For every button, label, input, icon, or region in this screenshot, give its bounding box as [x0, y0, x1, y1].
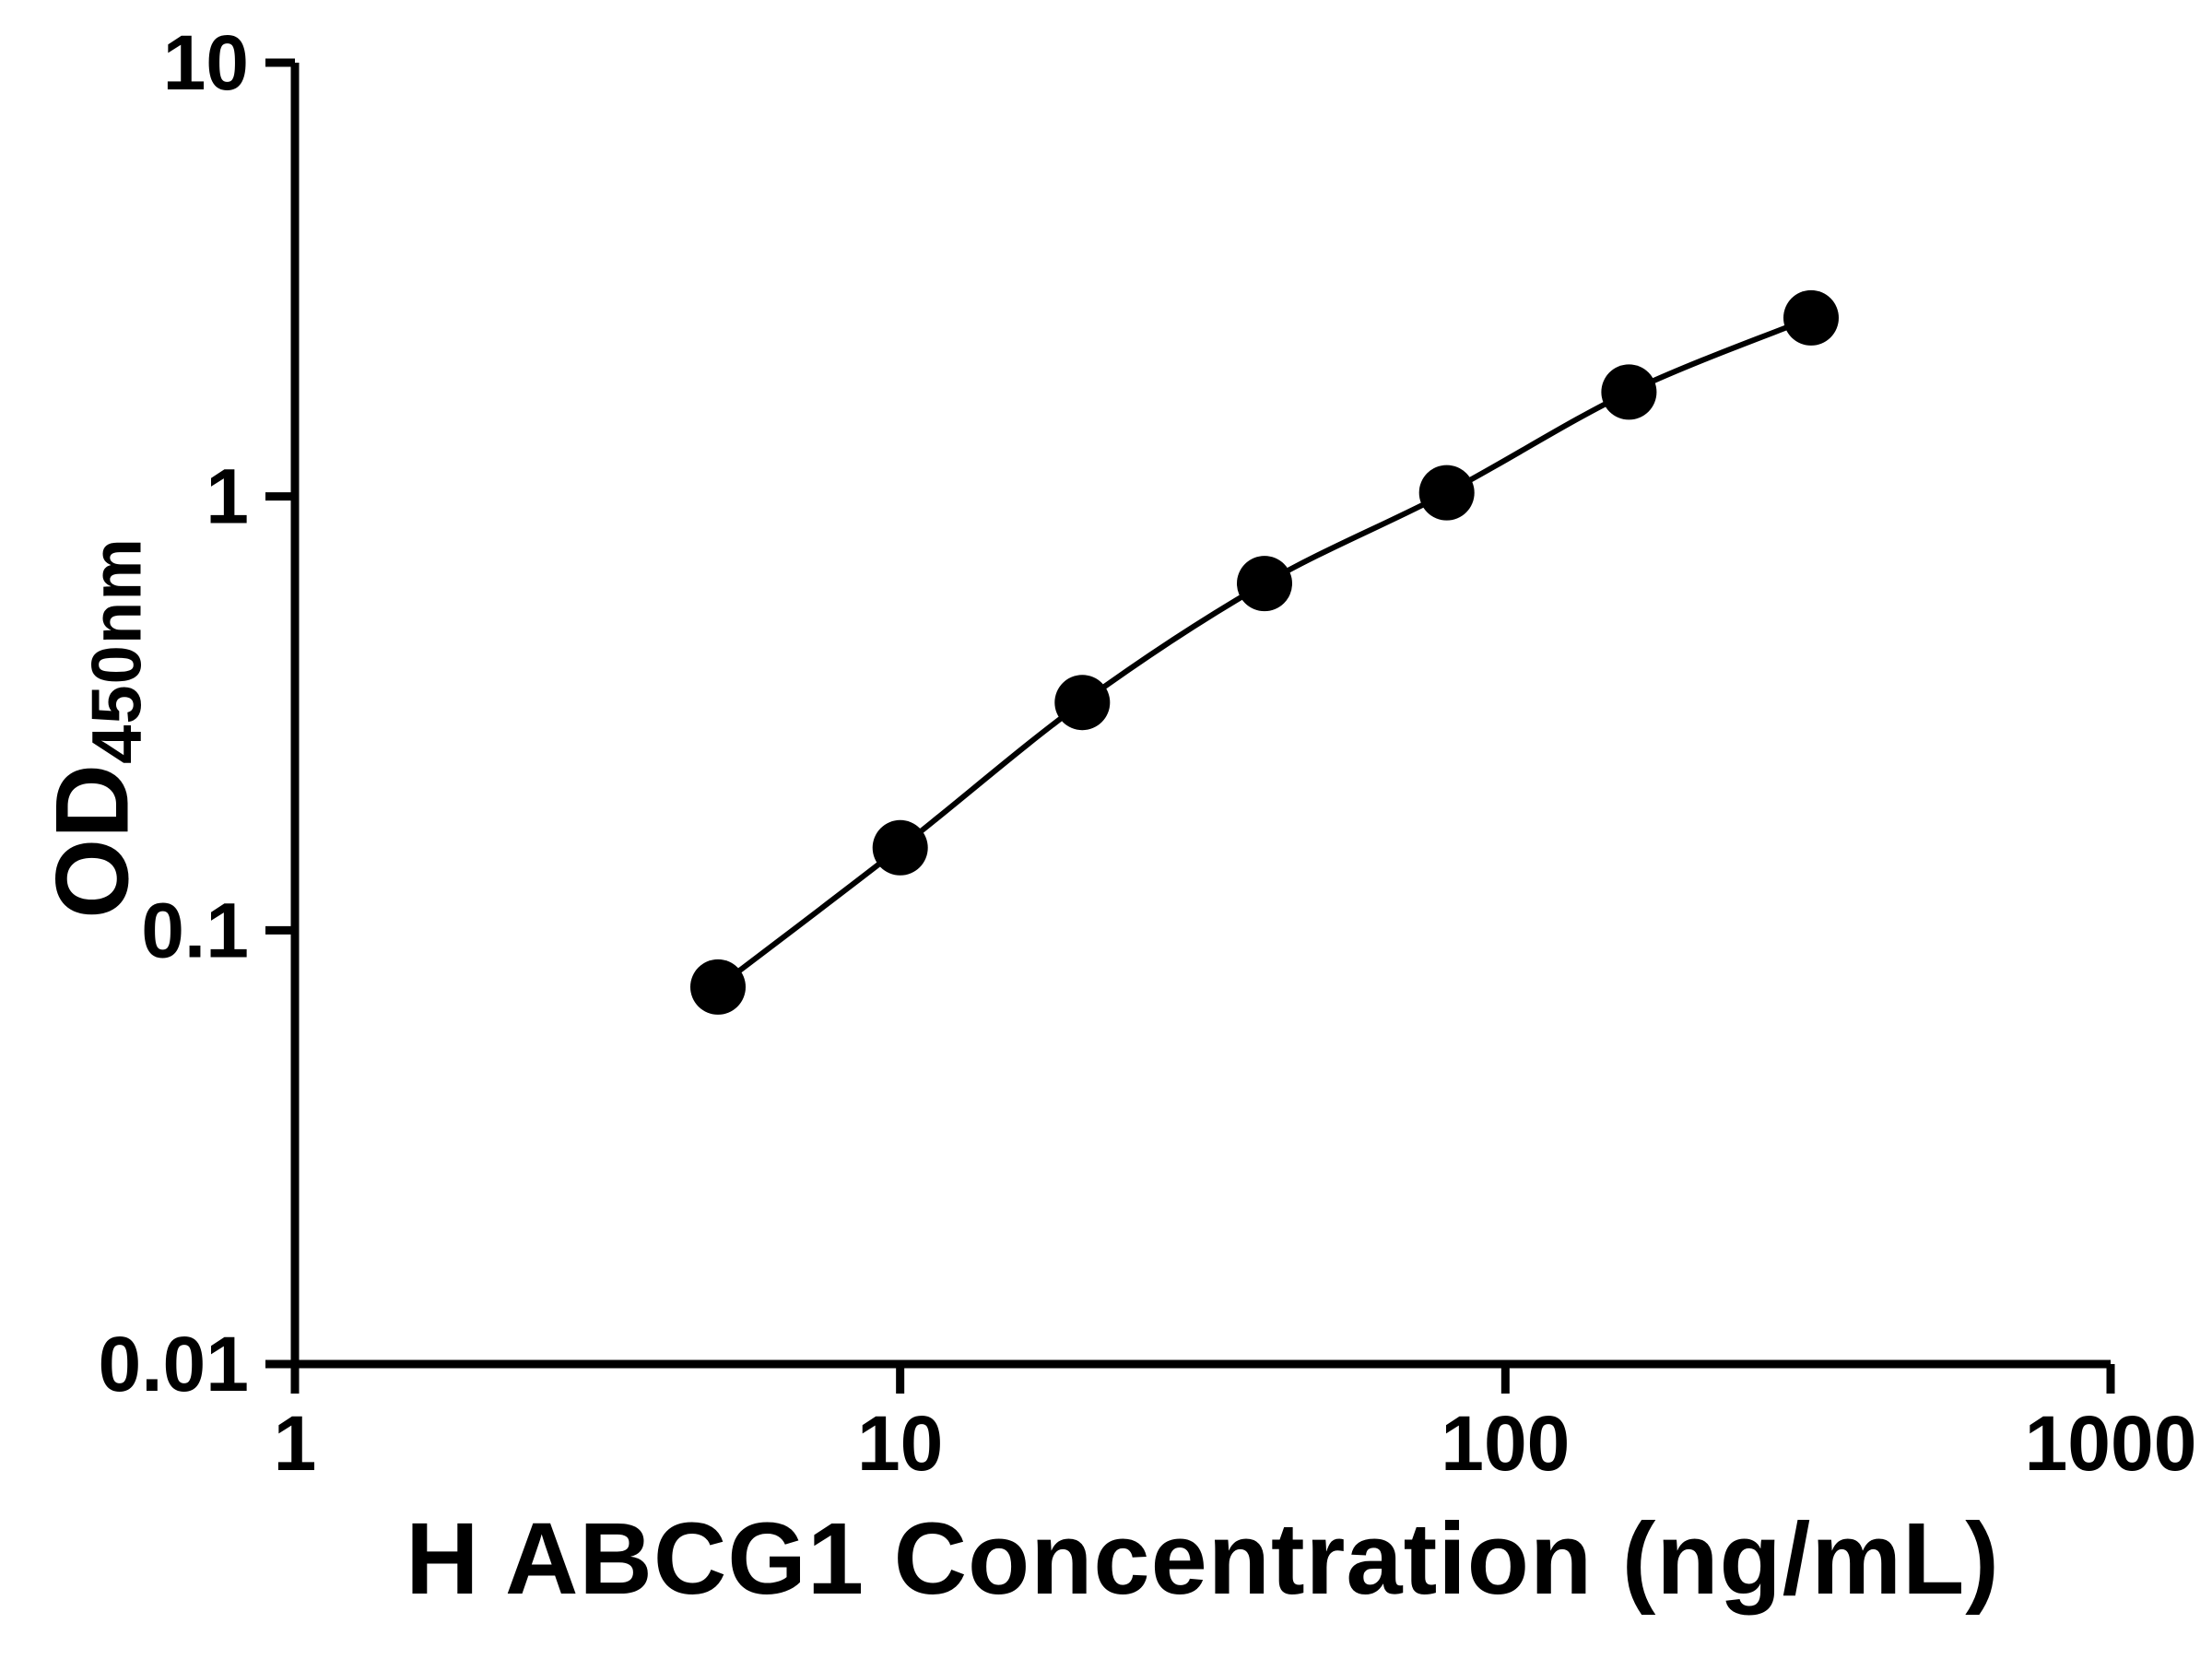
- y-tick-label: 0.1: [141, 887, 249, 973]
- data-point-marker: [1237, 556, 1292, 612]
- y-axis-title: OD450nm: [33, 537, 157, 919]
- x-tick-label: 100: [1441, 1400, 1570, 1487]
- data-point-marker: [1601, 364, 1657, 420]
- data-point-marker: [1418, 465, 1475, 521]
- data-point-marker: [1783, 289, 1839, 346]
- y-axis-title-main: OD: [34, 763, 150, 919]
- x-tick-label: 10: [857, 1400, 943, 1487]
- data-point-marker: [690, 959, 746, 1015]
- y-tick-label: 10: [163, 19, 249, 106]
- x-tick-label: 1: [274, 1400, 317, 1487]
- x-axis-title: H ABCG1 Concentration (ng/mL): [406, 1502, 2000, 1616]
- data-point-marker: [872, 819, 928, 876]
- data-point-marker: [1054, 675, 1111, 731]
- y-tick-label: 1: [206, 453, 249, 540]
- standard-curve-line: [716, 315, 1813, 990]
- x-tick-label: 1000: [2025, 1400, 2197, 1487]
- y-tick-label: 0.01: [99, 1321, 250, 1407]
- y-axis-title-subscript: 450nm: [77, 537, 157, 764]
